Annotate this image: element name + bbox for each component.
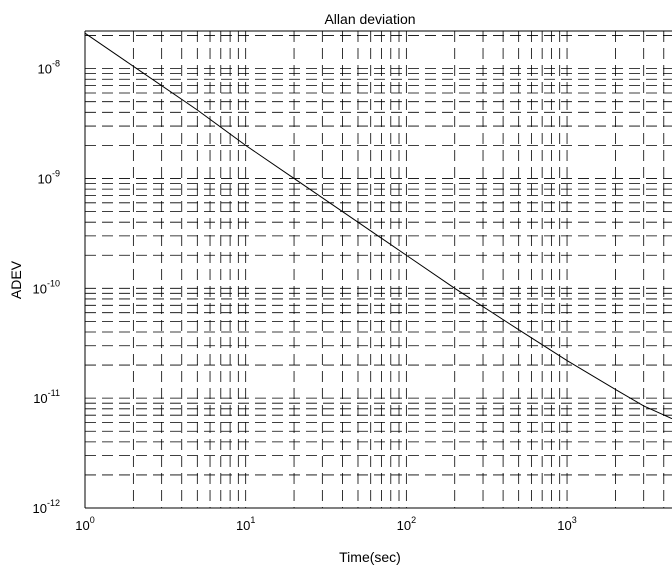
y-tick-label: 10-9 (38, 168, 60, 186)
y-tick-label: 10-8 (38, 59, 60, 77)
y-axis-label: ADEV (8, 260, 24, 299)
y-tick-label: 10-11 (33, 388, 60, 406)
x-tick-label: 100 (75, 515, 94, 533)
axes (84, 30, 672, 509)
x-tick-label: 102 (397, 515, 416, 533)
x-tick-labels: 100 101 102 103 (75, 515, 577, 533)
adev-series-line (84, 32, 672, 420)
y-tick-label: 10-12 (33, 498, 60, 516)
x-axis-label: Time(sec) (339, 549, 401, 565)
x-tick-label: 101 (236, 515, 255, 533)
chart-title: Allan deviation (324, 11, 415, 27)
y-tick-label: 10-10 (33, 278, 60, 296)
grid (85, 31, 672, 508)
series-group (84, 32, 672, 420)
x-tick-label: 103 (557, 515, 576, 533)
y-tick-labels: 10-8 10-9 10-10 10-11 10-12 (33, 59, 60, 516)
